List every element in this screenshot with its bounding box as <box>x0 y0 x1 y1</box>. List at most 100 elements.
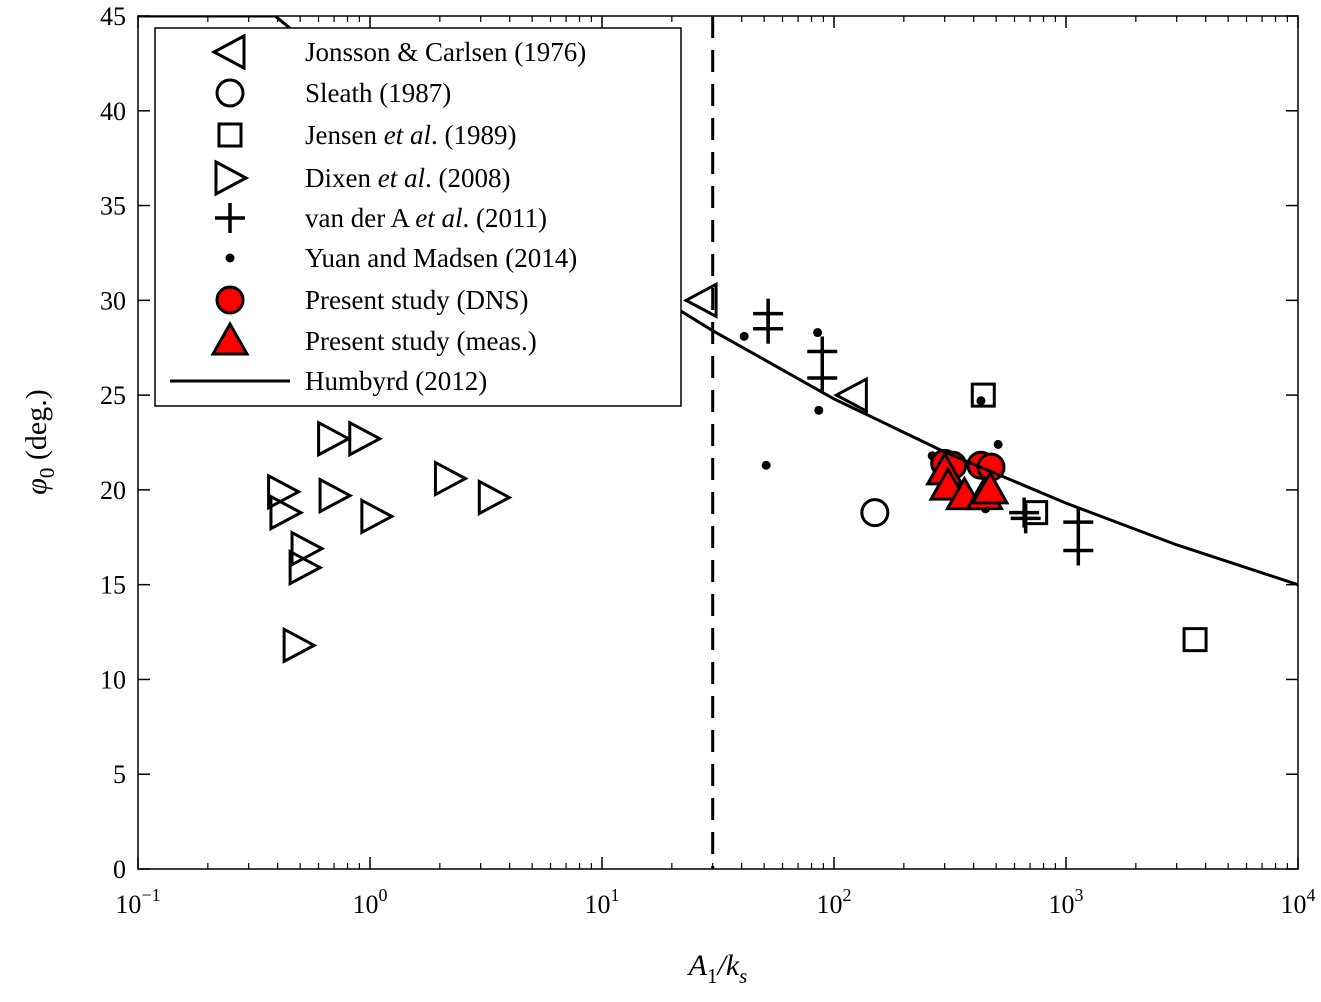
legend-label: Jensen et al. (1989) <box>305 120 516 150</box>
legend-entry: Present study (meas.) <box>210 320 537 356</box>
legend-label-text: Present study (DNS) <box>305 285 529 315</box>
data-point <box>1010 503 1041 534</box>
legend-label-italic: et al <box>415 203 462 233</box>
data-point <box>282 626 318 664</box>
x-tick-label: 101 <box>585 885 620 919</box>
data-point <box>976 396 986 406</box>
x-tick-exponent: 3 <box>1075 885 1084 905</box>
x-tick-label: 102 <box>817 885 852 919</box>
x-axis-label: A1/ks <box>687 949 748 988</box>
legend-label-text: Jonsson & Carlsen (1976) <box>305 37 586 67</box>
data-point <box>970 382 996 408</box>
data-point <box>814 405 824 415</box>
data-point <box>833 376 868 414</box>
data-point <box>288 549 324 587</box>
data-point <box>761 460 771 470</box>
legend-entry: van der A et al. (2011) <box>215 203 547 233</box>
legend-label: Present study (DNS) <box>305 285 529 315</box>
y-tick-label: 35 <box>100 192 126 221</box>
data-point <box>318 477 354 515</box>
x-tick-base: 10 <box>585 890 611 919</box>
legend-entry: Humbyrd (2012) <box>170 366 487 396</box>
legend-marker <box>215 78 245 108</box>
legend-label: Sleath (1987) <box>305 78 451 108</box>
legend-label-text: Dixen <box>305 163 378 193</box>
x-tick-label: 10−1 <box>115 885 160 919</box>
legend-marker <box>215 285 245 315</box>
legend-entry: Jensen et al. (1989) <box>217 120 516 150</box>
y-tick-label: 40 <box>100 97 126 126</box>
data-point <box>970 469 1010 505</box>
x-tick-exponent: −1 <box>141 885 160 905</box>
legend-marker <box>217 122 243 148</box>
data-point <box>269 494 305 532</box>
data-point <box>739 331 749 341</box>
x-tick-exponent: 1 <box>611 885 620 905</box>
legend-label-text: Jensen <box>305 120 384 150</box>
data-point <box>682 281 718 319</box>
legend-label-text: Sleath (1987) <box>305 78 451 108</box>
y-tick-label: 25 <box>100 381 126 410</box>
data-point <box>348 420 383 458</box>
data-point <box>267 473 302 511</box>
y-axis-label: φ0 (deg.) <box>20 389 59 494</box>
plot-area <box>138 16 1298 869</box>
y-tick-label: 10 <box>100 665 126 694</box>
legend-marker <box>210 33 246 71</box>
data-point <box>813 328 823 338</box>
legend-label-suffix: . (2011) <box>462 203 546 233</box>
x-tick-exponent: 4 <box>1307 885 1316 905</box>
series-3 <box>267 420 513 664</box>
legend-label-text: Yuan and Madsen (2014) <box>305 243 577 273</box>
legend-label-suffix: . (1989) <box>431 120 516 150</box>
series-4 <box>753 298 1094 566</box>
legend-marker <box>210 320 250 356</box>
series-7 <box>925 450 1010 511</box>
data-point <box>1063 535 1094 566</box>
legend-label: Humbyrd (2012) <box>305 366 487 396</box>
legend-label-suffix: . (2008) <box>425 163 510 193</box>
legend-entry: Present study (DNS) <box>215 285 529 315</box>
y-tick-label: 0 <box>113 855 126 884</box>
x-tick-base: 10 <box>1049 890 1075 919</box>
legend-marker <box>225 253 235 263</box>
series-2 <box>970 382 1208 653</box>
x-tick-exponent: 0 <box>379 885 388 905</box>
x-tick-base: 10 <box>1281 890 1307 919</box>
data-point <box>807 336 838 367</box>
legend-label-text: Humbyrd (2012) <box>305 366 487 396</box>
y-tick-label: 15 <box>100 571 126 600</box>
legend-marker <box>214 159 250 197</box>
y-tick-label: 20 <box>100 476 126 505</box>
data-point <box>433 460 469 498</box>
data-point <box>993 439 1003 449</box>
data-point <box>360 497 396 535</box>
legend-entry: Dixen et al. (2008) <box>214 159 510 197</box>
x-tick-base: 10 <box>817 890 843 919</box>
legend-marker <box>215 203 245 233</box>
x-tick-label: 103 <box>1049 885 1084 919</box>
axes-box <box>137 15 1299 870</box>
legend-label-text: van der A <box>305 203 415 233</box>
legend-entry: Jonsson & Carlsen (1976) <box>210 33 586 71</box>
series-0 <box>682 281 868 414</box>
data-point <box>317 420 352 458</box>
y-tick-label: 30 <box>100 286 126 315</box>
y-tick-label: 5 <box>113 760 126 789</box>
legend-entry: Sleath (1987) <box>215 78 451 108</box>
data-point <box>753 313 784 344</box>
x-tick-base: 10 <box>115 890 141 919</box>
x-tick-label: 100 <box>353 885 388 919</box>
legend: Jonsson & Carlsen (1976) Sleath (1987) Jen… <box>154 27 682 407</box>
data-point <box>477 478 513 516</box>
series-1 <box>860 498 890 528</box>
legend-label: Dixen et al. (2008) <box>305 163 510 193</box>
legend-label-text: Present study (meas.) <box>305 326 537 356</box>
data-point <box>860 498 890 528</box>
legend-label: Present study (meas.) <box>305 326 537 356</box>
legend-label: van der A et al. (2011) <box>305 203 547 233</box>
legend-label: Yuan and Madsen (2014) <box>305 243 577 273</box>
data-point <box>290 530 326 568</box>
